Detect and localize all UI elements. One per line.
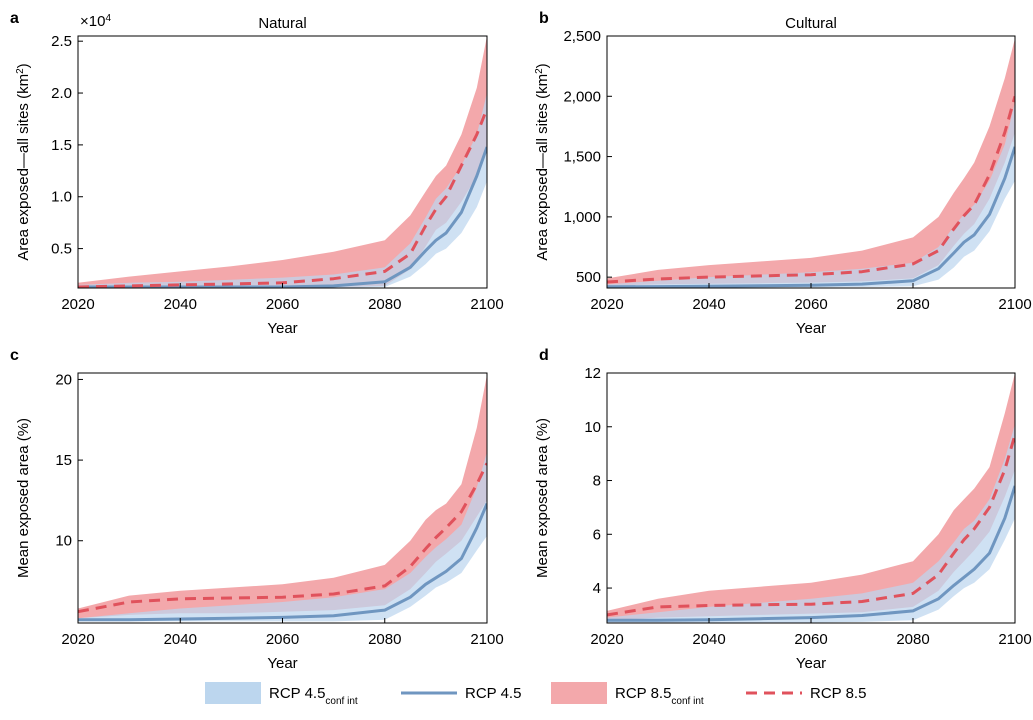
y-tick-label: 10 <box>55 533 72 550</box>
y-tick-label: 2,500 <box>563 28 601 45</box>
plot-area <box>607 373 1015 623</box>
panel-label: a <box>10 10 19 27</box>
panel-d: 2020 2040 2060 2080 2100 4 6 8 10 12 Year Mean expo… <box>534 347 1032 672</box>
legend-label: RCP 8.5conf int <box>615 685 704 707</box>
y-tick-label: 2,000 <box>563 88 601 105</box>
panel-label: b <box>539 10 549 27</box>
y-tick-label: 8 <box>593 473 601 490</box>
y-tick-label: 4 <box>593 580 601 597</box>
y-axis-label: Area exposed—all sites (km2) <box>534 63 552 260</box>
y-axis-label: Mean exposed area (%) <box>15 418 32 578</box>
x-axis-label: Year <box>267 320 297 337</box>
x-tick-label: 2020 <box>590 631 623 648</box>
x-axis-label: Year <box>796 655 826 672</box>
panel-a: 2020 2040 2060 2080 2100 0.5 1.0 1.5 2.0 2.5 Year A… <box>10 10 504 337</box>
y-tick-label: 1,000 <box>563 209 601 226</box>
line-rcp85 <box>78 462 487 614</box>
y-tick-label: 1,500 <box>563 149 601 166</box>
x-tick-label: 2040 <box>692 631 725 648</box>
line-rcp45 <box>78 503 487 622</box>
line-rcp45 <box>607 146 1015 288</box>
legend-swatch <box>205 682 261 704</box>
legend: RCP 4.5conf int RCP 4.5 RCP 8.5conf int RCP… <box>205 682 866 707</box>
x-tick-label: 2100 <box>998 296 1031 313</box>
x-tick-label: 2080 <box>896 631 929 648</box>
line-rcp85 <box>607 434 1015 617</box>
plot-area <box>78 36 487 288</box>
y-tick-label: 12 <box>584 365 601 382</box>
x-tick-label: 2060 <box>266 631 299 648</box>
line-rcp85 <box>607 95 1015 284</box>
y-tick-label: 15 <box>55 452 72 469</box>
y-tick-label: 10 <box>584 419 601 436</box>
legend-item-rcp85: RCP 8.5 <box>746 685 866 702</box>
line-rcp85 <box>78 108 487 288</box>
y-tick-label: 1.5 <box>51 137 72 154</box>
y-tick-label: 1.0 <box>51 189 72 206</box>
plot-area <box>78 374 487 622</box>
legend-item-rcp45: RCP 4.5 <box>401 685 521 702</box>
band-rcp45-conf-int <box>78 93 487 288</box>
x-tick-label: 2080 <box>896 296 929 313</box>
panel-c: 2020 2040 2060 2080 2100 10 15 20 Year Mean expos… <box>10 347 504 672</box>
y-tick-label: 20 <box>55 371 72 388</box>
x-tick-label: 2020 <box>61 296 94 313</box>
legend-label: RCP 4.5conf int <box>269 685 358 707</box>
x-tick-label: 2060 <box>794 631 827 648</box>
x-axis-label: Year <box>796 320 826 337</box>
panel-title: Cultural <box>785 15 837 32</box>
x-tick-label: 2100 <box>470 631 503 648</box>
x-tick-label: 2060 <box>266 296 299 313</box>
panel-label: c <box>10 347 19 364</box>
legend-item-rcp45ci: RCP 4.5conf int <box>205 682 358 707</box>
line-rcp45 <box>607 485 1015 622</box>
panel-b: 2020 2040 2060 2080 2100 500 1,000 1,500 2,000 2,… <box>534 10 1032 337</box>
x-tick-label: 2100 <box>470 296 503 313</box>
x-tick-label: 2080 <box>368 296 401 313</box>
axis-multiplier: ×104 <box>80 13 111 31</box>
y-tick-label: 2.5 <box>51 33 72 50</box>
panel-label: d <box>539 347 549 364</box>
legend-swatch <box>551 682 607 704</box>
line-rcp45 <box>78 146 487 288</box>
x-tick-label: 2100 <box>998 631 1031 648</box>
panel-title: Natural <box>258 15 306 32</box>
y-tick-label: 2.0 <box>51 85 72 102</box>
x-tick-label: 2060 <box>794 296 827 313</box>
panels: 2020 2040 2060 2080 2100 0.5 1.0 1.5 2.0 2.5 Year A… <box>10 10 1032 672</box>
x-tick-label: 2040 <box>692 296 725 313</box>
y-axis-label: Mean exposed area (%) <box>534 418 551 578</box>
x-tick-label: 2080 <box>368 631 401 648</box>
y-axis-label: Area exposed—all sites (km2) <box>15 63 33 260</box>
y-tick-label: 500 <box>576 269 601 286</box>
x-tick-label: 2040 <box>164 631 197 648</box>
y-tick-label: 0.5 <box>51 241 72 258</box>
x-axis-label: Year <box>267 655 297 672</box>
legend-label: RCP 4.5 <box>465 685 521 702</box>
x-tick-label: 2040 <box>164 296 197 313</box>
plot-area <box>607 38 1015 288</box>
y-tick-label: 6 <box>593 526 601 543</box>
x-tick-label: 2020 <box>590 296 623 313</box>
legend-item-rcp85ci: RCP 8.5conf int <box>551 682 704 707</box>
x-tick-label: 2020 <box>61 631 94 648</box>
legend-label: RCP 8.5 <box>810 685 866 702</box>
